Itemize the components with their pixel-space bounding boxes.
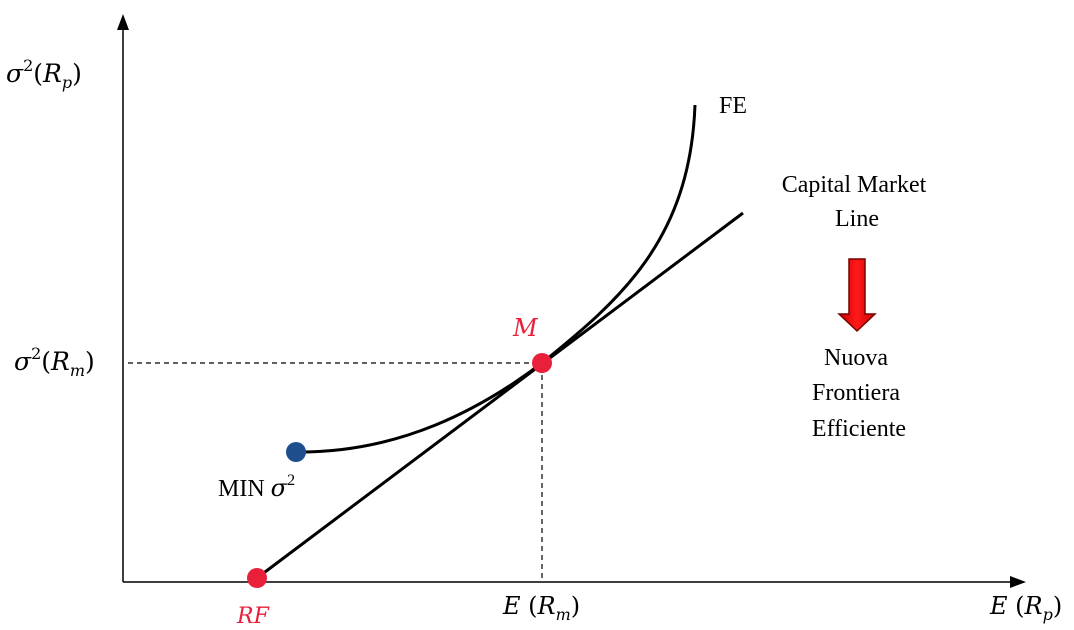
y-axis-label-base: σ — [6, 59, 24, 88]
min-variance-marker — [286, 442, 306, 462]
y-axis-label: σ2(Rp) — [6, 56, 82, 92]
e-m-label-sub: m — [556, 605, 571, 624]
x-axis-label: E (Rp) — [989, 592, 1062, 624]
sigma-m-label-base: σ — [14, 347, 32, 376]
point-rf-marker — [247, 568, 267, 588]
new-frontier-label-line2: Frontiera — [812, 380, 900, 406]
min-variance-label-base: σ — [271, 474, 288, 502]
guide-lines — [128, 362, 543, 582]
x-axis-label-open: ( — [1008, 592, 1025, 620]
min-variance-label: MIN σ2 — [218, 472, 295, 502]
cml-label-line2: Line — [835, 206, 879, 232]
y-axis-label-var: R — [42, 59, 62, 88]
x-axis-label-close: ) — [1053, 592, 1062, 620]
y-axis-label-sup: 2 — [23, 56, 33, 75]
sigma-m-label-sub: m — [70, 361, 85, 380]
x-axis-label-var: R — [1024, 592, 1043, 620]
sigma-m-label: σ2(Rm) — [14, 344, 95, 380]
e-m-label-close: ) — [571, 592, 580, 620]
x-axis-arrowhead — [1010, 576, 1026, 588]
min-variance-label-text: MIN — [218, 476, 271, 502]
point-m-marker — [532, 353, 552, 373]
e-m-label-base: E — [502, 592, 521, 620]
y-axis-label-close: ) — [72, 59, 82, 88]
x-axis-label-sub: p — [1043, 605, 1053, 624]
capital-market-line — [256, 211, 744, 580]
new-frontier-label: Nuova Frontiera Efficiente — [812, 345, 906, 442]
y-axis-label-open: ( — [33, 59, 43, 88]
new-frontier-label-line1: Nuova — [824, 345, 888, 371]
e-m-label-var: R — [537, 592, 556, 620]
new-frontier-label-line3: Efficiente — [812, 416, 906, 442]
cml-label: Capital Market Line — [782, 172, 933, 232]
point-rf-label: RF — [236, 604, 270, 629]
sigma-m-label-var: R — [50, 347, 70, 376]
e-m-label: E (Rm) — [502, 592, 580, 624]
e-m-label-open: ( — [521, 592, 538, 620]
down-arrow-icon — [837, 258, 877, 333]
axes — [117, 14, 1026, 588]
x-axis-label-base: E — [989, 592, 1008, 620]
y-axis-label-sub: p — [62, 73, 72, 92]
efficient-frontier-curve — [299, 104, 697, 454]
y-axis-arrowhead — [117, 14, 129, 30]
point-m-label: M — [512, 314, 539, 342]
min-variance-label-sup: 2 — [287, 472, 295, 489]
fe-label: FE — [719, 93, 747, 119]
cml-label-line1: Capital Market — [782, 172, 927, 198]
sigma-m-label-close: ) — [85, 347, 95, 376]
sigma-m-label-sup: 2 — [31, 344, 41, 363]
sigma-m-label-open: ( — [41, 347, 51, 376]
